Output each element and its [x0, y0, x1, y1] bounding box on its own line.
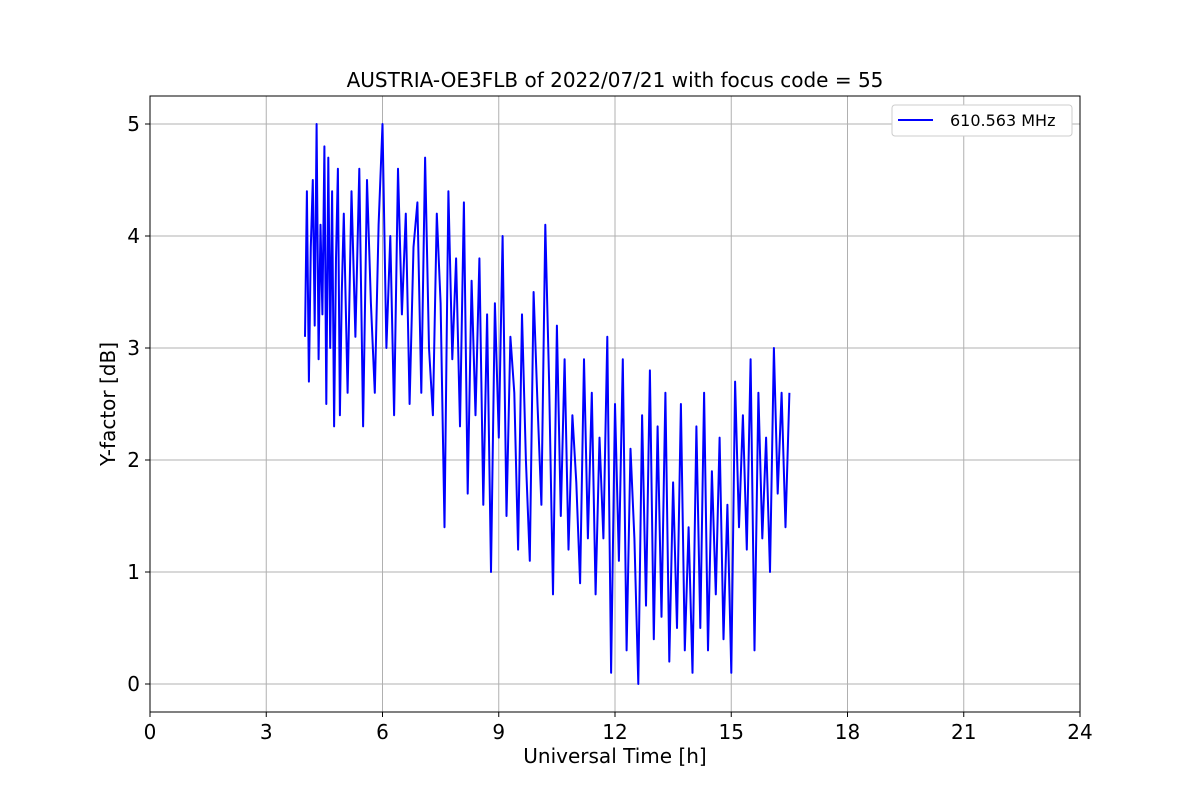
- y-axis: 0 1 2 3 4 5: [127, 112, 150, 696]
- x-tick-label: 24: [1067, 720, 1092, 744]
- x-tick-label: 15: [719, 720, 744, 744]
- series-line-0: [304, 123, 791, 685]
- series-layer: [304, 123, 791, 685]
- x-tick-label: 12: [602, 720, 627, 744]
- y-tick-label: 3: [127, 336, 140, 360]
- y-tick-label: 1: [127, 560, 140, 584]
- legend-box: [891, 104, 1073, 137]
- y-tick-label: 5: [127, 112, 140, 136]
- chart-title: AUSTRIA-OE3FLB of 2022/07/21 with focus …: [347, 68, 884, 92]
- x-tick-label: 6: [376, 720, 389, 744]
- y-tick-label: 4: [127, 224, 140, 248]
- legend: 610.563 MHz: [891, 104, 1073, 137]
- y-axis-label: Y-factor [dB]: [96, 342, 120, 467]
- legend-label: 610.563 MHz: [950, 111, 1055, 130]
- x-axis: 0 3 6 9 12 15 18 21 24: [144, 712, 1093, 744]
- x-tick-label: 18: [835, 720, 860, 744]
- y-tick-label: 2: [127, 448, 140, 472]
- x-tick-label: 3: [260, 720, 273, 744]
- x-tick-label: 21: [951, 720, 976, 744]
- x-tick-label: 9: [492, 720, 505, 744]
- x-axis-label: Universal Time [h]: [523, 744, 706, 768]
- y-tick-label: 0: [127, 672, 140, 696]
- x-tick-label: 0: [144, 720, 157, 744]
